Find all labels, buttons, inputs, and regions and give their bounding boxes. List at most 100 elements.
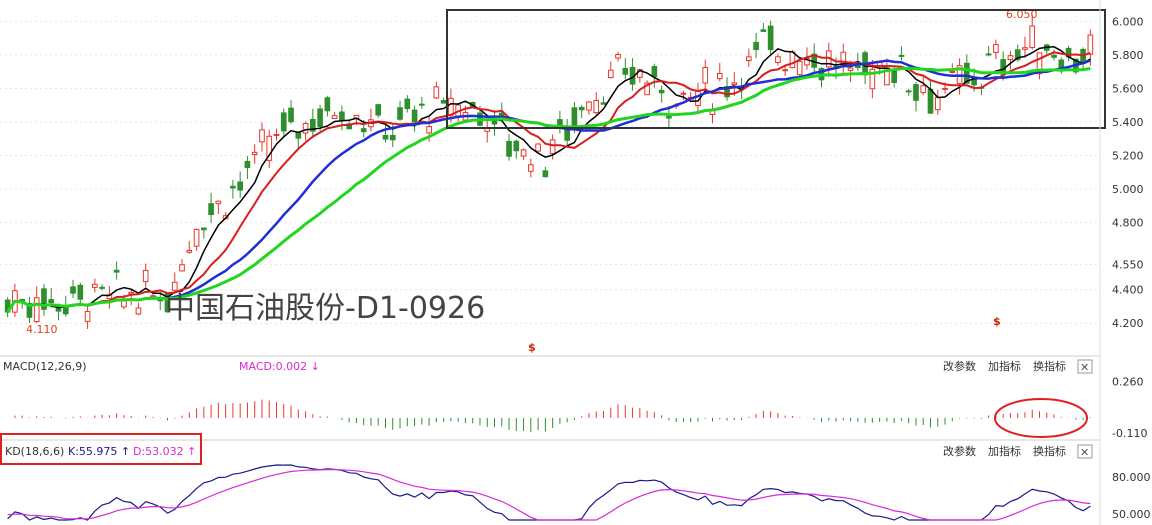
kd-params-button[interactable]: 改参数: [943, 444, 976, 458]
candle-body: [280, 112, 287, 132]
price-tick-label: 5.000: [1112, 183, 1144, 196]
candle-body: [644, 82, 650, 96]
candle-body: [680, 92, 687, 95]
candle-body: [193, 228, 200, 247]
candle-body: [142, 269, 149, 283]
kd-label-highlight-box: [0, 433, 202, 465]
candle-body: [571, 107, 578, 129]
candle-body: [804, 58, 810, 66]
candle-body: [208, 203, 214, 215]
candle-body: [411, 109, 418, 123]
candle-body: [985, 53, 992, 56]
kd-d-line: [7, 469, 1091, 521]
candle-body: [440, 99, 447, 104]
candle-body: [237, 181, 243, 191]
candle-body: [360, 128, 367, 133]
dividend-marker-1: $: [528, 341, 536, 354]
dividend-marker-2: $: [993, 315, 1001, 328]
kd-panel-label: KD(18,6,6): [5, 445, 64, 458]
candle-body: [869, 68, 876, 90]
candle-body: [767, 25, 774, 51]
candle-body: [658, 89, 665, 94]
macd-axis: 0.260 -0.110: [1112, 376, 1147, 441]
kd-k-line: [7, 464, 1091, 521]
candle-body: [920, 85, 927, 94]
candle-body: [949, 70, 956, 73]
kd-close-button[interactable]: ✕: [1077, 444, 1093, 459]
ma-line-4: [6, 66, 1091, 313]
candle-body: [339, 111, 345, 121]
macd-tick-label: 0.260: [1112, 376, 1144, 389]
candle-body: [382, 134, 389, 140]
candle-body: [295, 131, 302, 139]
candle-body: [796, 60, 803, 76]
candle-body: [607, 69, 614, 79]
kd-d-value-label: D:53.032 ↑: [133, 445, 196, 458]
candle-body: [266, 135, 273, 161]
price-tick-label: 4.400: [1112, 284, 1144, 297]
macd-add-indicator-button[interactable]: 加指标: [988, 359, 1021, 373]
candle-body: [397, 107, 403, 120]
candle-body: [448, 97, 454, 116]
candle-body: [77, 284, 84, 300]
close-icon: ✕: [1080, 446, 1089, 459]
macd-close-button[interactable]: ✕: [1077, 359, 1093, 374]
candle-body: [513, 140, 520, 152]
candle-body: [905, 90, 912, 93]
candle-body: [201, 227, 207, 231]
candle-body: [317, 108, 323, 127]
macd-params-button[interactable]: 改参数: [943, 359, 976, 373]
candle-body: [433, 86, 440, 99]
price-tick-label: 4.200: [1112, 317, 1144, 330]
candle-body: [331, 115, 338, 120]
price-tick-label: 6.000: [1112, 15, 1144, 28]
kd-add-indicator-button[interactable]: 加指标: [988, 444, 1021, 458]
candle-body: [419, 103, 425, 106]
candle-body: [404, 98, 411, 110]
high-annotation: 6.050: [1006, 8, 1038, 21]
candle-body: [84, 311, 91, 322]
candle-body: [1058, 59, 1065, 68]
candle-body: [731, 82, 738, 86]
candle-body: [302, 123, 309, 134]
candle-body: [1036, 52, 1043, 75]
candle-body: [724, 86, 730, 98]
candle-body: [702, 66, 709, 84]
candle-body: [324, 97, 331, 112]
candle-body: [1029, 25, 1036, 48]
macd-tick-label: -0.110: [1112, 427, 1147, 440]
candle-body: [310, 118, 316, 132]
candle-body: [1007, 55, 1014, 61]
candle-body: [746, 56, 752, 61]
candle-body: [760, 29, 767, 32]
candle-body: [375, 104, 382, 116]
macd-switch-indicator-button[interactable]: 换指标: [1033, 359, 1066, 373]
price-tick-label: 5.600: [1112, 82, 1144, 95]
candle-body: [651, 66, 658, 78]
candle-body: [1087, 34, 1094, 55]
candle-body: [171, 281, 178, 291]
candle-body: [716, 72, 723, 80]
kd-k-value-label: K:55.975 ↑: [68, 445, 130, 458]
macd-value-label: MACD:0.002 ↓: [239, 360, 320, 373]
candle-body: [586, 101, 592, 111]
candle-body: [215, 200, 222, 205]
candle-body: [426, 126, 432, 134]
candle-body: [535, 143, 541, 152]
candle-body: [942, 87, 948, 90]
candle-body: [128, 291, 134, 295]
candle-body: [549, 139, 556, 154]
candle-body: [542, 170, 549, 178]
candlestick-series: [4, 14, 1094, 329]
candle-body: [898, 54, 905, 57]
candle-body: [847, 67, 854, 72]
kd-switch-indicator-button[interactable]: 换指标: [1033, 444, 1066, 458]
candle-body: [113, 269, 120, 273]
candle-body: [259, 129, 265, 143]
price-tick-label: 4.800: [1112, 217, 1144, 230]
macd-histogram: [14, 399, 1091, 433]
candle-body: [288, 107, 294, 123]
candle-body: [179, 264, 185, 272]
candle-body: [993, 44, 999, 53]
candle-body: [593, 100, 600, 114]
